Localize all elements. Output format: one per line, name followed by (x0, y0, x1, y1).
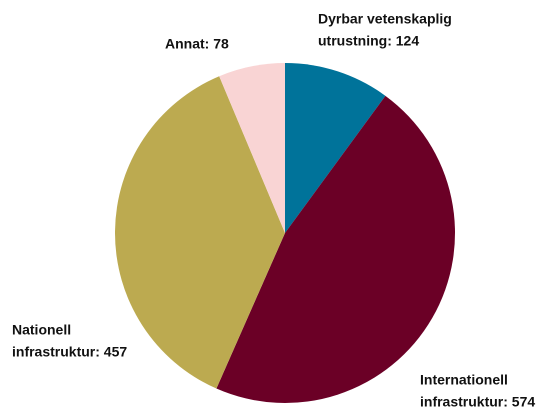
slice-label: utrustning: 124 (318, 33, 419, 49)
slice-label: Dyrbar vetenskaplig (318, 11, 452, 27)
pie-slice (285, 63, 386, 233)
slice-label: Nationell (12, 322, 71, 338)
slice-label: Internationell (420, 372, 508, 388)
pie-slice (216, 95, 456, 404)
slice-label: infrastruktur: 457 (12, 344, 127, 360)
slice-label: Annat: 78 (165, 36, 229, 52)
slice-label: infrastruktur: 574 (420, 394, 535, 410)
pie-slice (219, 63, 285, 233)
pie-slice (114, 76, 285, 389)
